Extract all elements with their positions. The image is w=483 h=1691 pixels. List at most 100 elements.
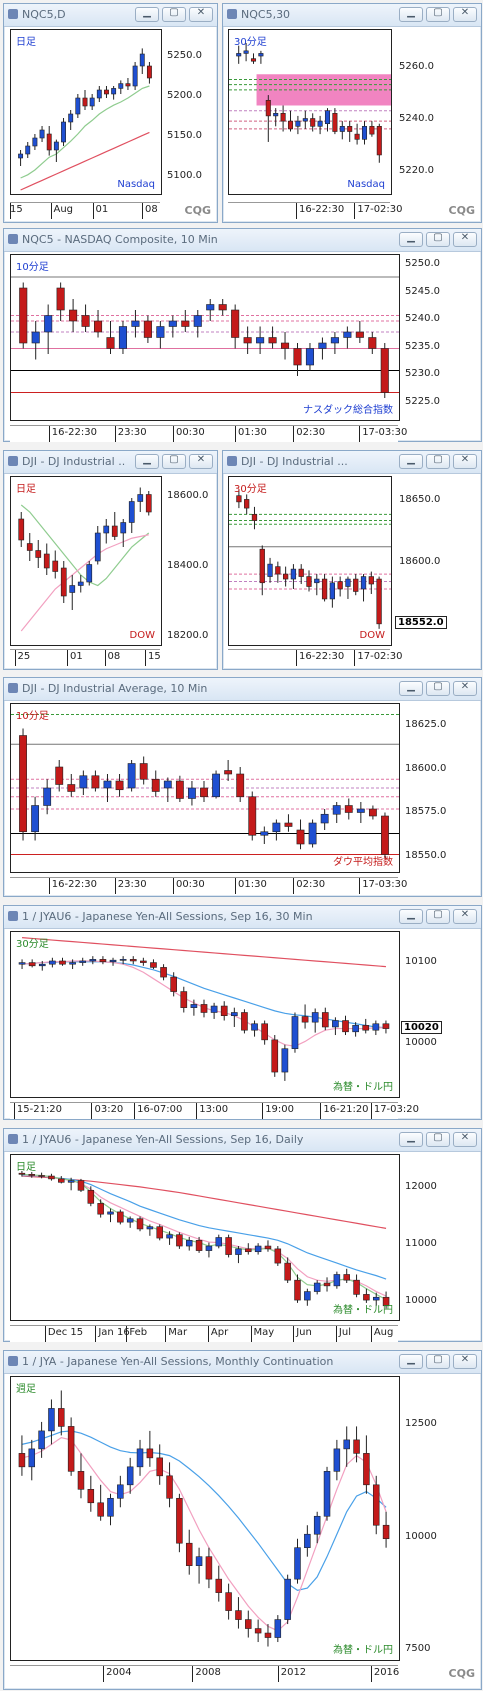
title-bar[interactable]: NQC5,30 ▁ ▢ ✕ xyxy=(223,4,481,27)
minimize-button[interactable]: ▁ xyxy=(399,909,423,924)
maximize-button[interactable]: ▢ xyxy=(426,454,450,469)
timeframe-label: 日足 xyxy=(16,484,36,495)
minimize-button[interactable]: ▁ xyxy=(399,7,423,22)
title-bar[interactable]: 1 / JYAU6 - Japanese Yen-All Sessions, S… xyxy=(4,1129,481,1152)
minimize-button[interactable]: ▁ xyxy=(399,232,423,247)
candle-body xyxy=(200,1004,208,1013)
close-button[interactable]: ✕ xyxy=(453,232,477,247)
candle-body xyxy=(205,1556,213,1580)
close-button[interactable]: ✕ xyxy=(189,454,213,469)
maximize-button[interactable]: ▢ xyxy=(426,1132,450,1147)
close-button[interactable]: ✕ xyxy=(453,909,477,924)
maximize-button[interactable]: ▢ xyxy=(426,909,450,924)
chart-window[interactable]: NQC5 - NASDAQ Composite, 10 Min ▁ ▢ ✕ 10分足 ナス… xyxy=(3,228,482,442)
close-button[interactable]: ✕ xyxy=(453,1132,477,1147)
timeframe-label: 10分足 xyxy=(16,711,49,722)
plot-area[interactable]: 週足 為替・ドル円 xyxy=(10,1376,400,1661)
window-title: 1 / JYAU6 - Japanese Yen-All Sessions, S… xyxy=(22,910,313,923)
plot-area[interactable]: 30分足 Nasdaq xyxy=(228,29,392,195)
close-button[interactable]: ✕ xyxy=(453,7,477,22)
candle-body xyxy=(332,805,341,815)
minimize-icon: ▁ xyxy=(407,454,415,465)
minimize-button[interactable]: ▁ xyxy=(399,1354,423,1369)
close-button[interactable]: ✕ xyxy=(189,7,213,22)
close-button[interactable]: ✕ xyxy=(453,681,477,696)
y-axis-label: 5240.0 xyxy=(405,313,440,324)
chart-window[interactable]: 1 / JYA - Japanese Yen-All Sessions, Mon… xyxy=(3,1350,482,1690)
close-button[interactable]: ✕ xyxy=(453,1354,477,1369)
x-axis: 16-22:30 17-02:30 xyxy=(228,649,403,666)
title-bar[interactable]: DJI - DJ Industrial Average, 10 Min ▁ ▢ ✕ xyxy=(4,678,481,701)
title-bar[interactable]: NQC5 - NASDAQ Composite, 10 Min ▁ ▢ ✕ xyxy=(4,229,481,252)
close-icon: ✕ xyxy=(460,681,470,692)
plot-area[interactable]: 30分足 DOW xyxy=(228,476,392,646)
candle-body xyxy=(39,129,45,139)
window-title: 1 / JYA - Japanese Yen-All Sessions, Mon… xyxy=(22,1355,334,1368)
candle-body xyxy=(91,775,100,789)
candle-body xyxy=(260,831,269,836)
x-axis-label: 01 xyxy=(95,204,109,215)
candle-body xyxy=(321,578,328,600)
window-title: NQC5,D xyxy=(22,8,66,21)
chart-window[interactable]: DJI - DJ Industrial ... ▁ ▢ ✕ 日足 DOW 18600.0 18… xyxy=(3,450,218,670)
title-bar[interactable]: 1 / JYAU6 - Japanese Yen-All Sessions, S… xyxy=(4,906,481,929)
plot-area[interactable]: 日足 為替・ドル円 xyxy=(10,1154,400,1321)
moving-average-line xyxy=(21,1174,387,1280)
title-bar[interactable]: DJI - DJ Industrial ... ▁ ▢ ✕ xyxy=(223,451,481,474)
maximize-button[interactable]: ▢ xyxy=(426,232,450,247)
plot-area[interactable]: 10分足 ナスダック総合指数 xyxy=(10,254,400,421)
candle-body xyxy=(77,1471,85,1490)
candle-body xyxy=(190,1004,198,1008)
candle-body xyxy=(151,778,160,792)
maximize-icon: ▢ xyxy=(433,1354,443,1365)
candle-body xyxy=(48,1408,55,1432)
plot-area[interactable]: 10分足 ダウ平均指数 xyxy=(10,703,400,873)
maximize-button[interactable]: ▢ xyxy=(162,454,186,469)
title-bar[interactable]: 1 / JYA - Japanese Yen-All Sessions, Mon… xyxy=(4,1351,481,1374)
minimize-button[interactable]: ▁ xyxy=(399,454,423,469)
maximize-button[interactable]: ▢ xyxy=(426,1354,450,1369)
candle-body xyxy=(128,501,135,523)
minimize-button[interactable]: ▁ xyxy=(399,1132,423,1147)
plot-area[interactable]: 日足 Nasdaq xyxy=(10,29,162,195)
maximize-button[interactable]: ▢ xyxy=(426,681,450,696)
x-axis-tick xyxy=(103,1666,105,1682)
x-axis-tick xyxy=(172,426,174,442)
candle-body xyxy=(215,1237,223,1247)
candle-body xyxy=(205,1245,213,1251)
plot-area[interactable]: 日足 DOW xyxy=(10,476,162,646)
candle-body xyxy=(236,53,242,57)
chart-window[interactable]: NQC5,D ▁ ▢ ✕ 日足 Nasdaq 5250.0 5200.0 5150.0 5100.… xyxy=(3,3,218,223)
candle-body xyxy=(251,514,258,521)
title-bar[interactable]: NQC5,D ▁ ▢ ✕ xyxy=(4,4,217,27)
chart-window[interactable]: 1 / JYAU6 - Japanese Yen-All Sessions, S… xyxy=(3,905,482,1120)
x-axis-label: Jul xyxy=(338,1327,351,1338)
minimize-button[interactable]: ▁ xyxy=(399,681,423,696)
close-button[interactable]: ✕ xyxy=(453,454,477,469)
candle-body xyxy=(82,97,88,107)
moving-average-line xyxy=(21,1175,387,1229)
candle-body xyxy=(243,337,252,344)
candle-body xyxy=(137,494,144,502)
maximize-button[interactable]: ▢ xyxy=(162,7,186,22)
candle-body xyxy=(103,780,112,789)
candle-body xyxy=(58,1408,65,1427)
candle-body xyxy=(369,126,375,135)
candle-body xyxy=(310,118,316,127)
chart-window[interactable]: NQC5,30 ▁ ▢ ✕ 30分足 Nasdaq 5260.0 5240.0 5220.0 16… xyxy=(222,3,482,223)
candle-body xyxy=(96,89,102,99)
timeframe-label: 30分足 xyxy=(234,484,267,495)
minimize-button[interactable]: ▁ xyxy=(135,7,159,22)
chart-window[interactable]: DJI - DJ Industrial Average, 10 Min ▁ ▢ ✕ 10… xyxy=(3,677,482,897)
chart-window[interactable]: DJI - DJ Industrial ... ▁ ▢ ✕ 30分足 DOW 18650.0… xyxy=(222,450,482,670)
instrument-label: Nasdaq xyxy=(347,179,385,190)
title-bar[interactable]: DJI - DJ Industrial ... ▁ ▢ ✕ xyxy=(4,451,217,474)
x-axis-tick xyxy=(95,1326,97,1342)
plot-area[interactable]: 30分足 為替・ドル円 xyxy=(10,931,400,1098)
chart-window[interactable]: 1 / JYAU6 - Japanese Yen-All Sessions, S… xyxy=(3,1128,482,1342)
minimize-button[interactable]: ▁ xyxy=(135,454,159,469)
maximize-button[interactable]: ▢ xyxy=(426,7,450,22)
candle-body xyxy=(120,522,127,534)
candle-body xyxy=(69,962,76,965)
moving-average-line xyxy=(20,85,150,179)
